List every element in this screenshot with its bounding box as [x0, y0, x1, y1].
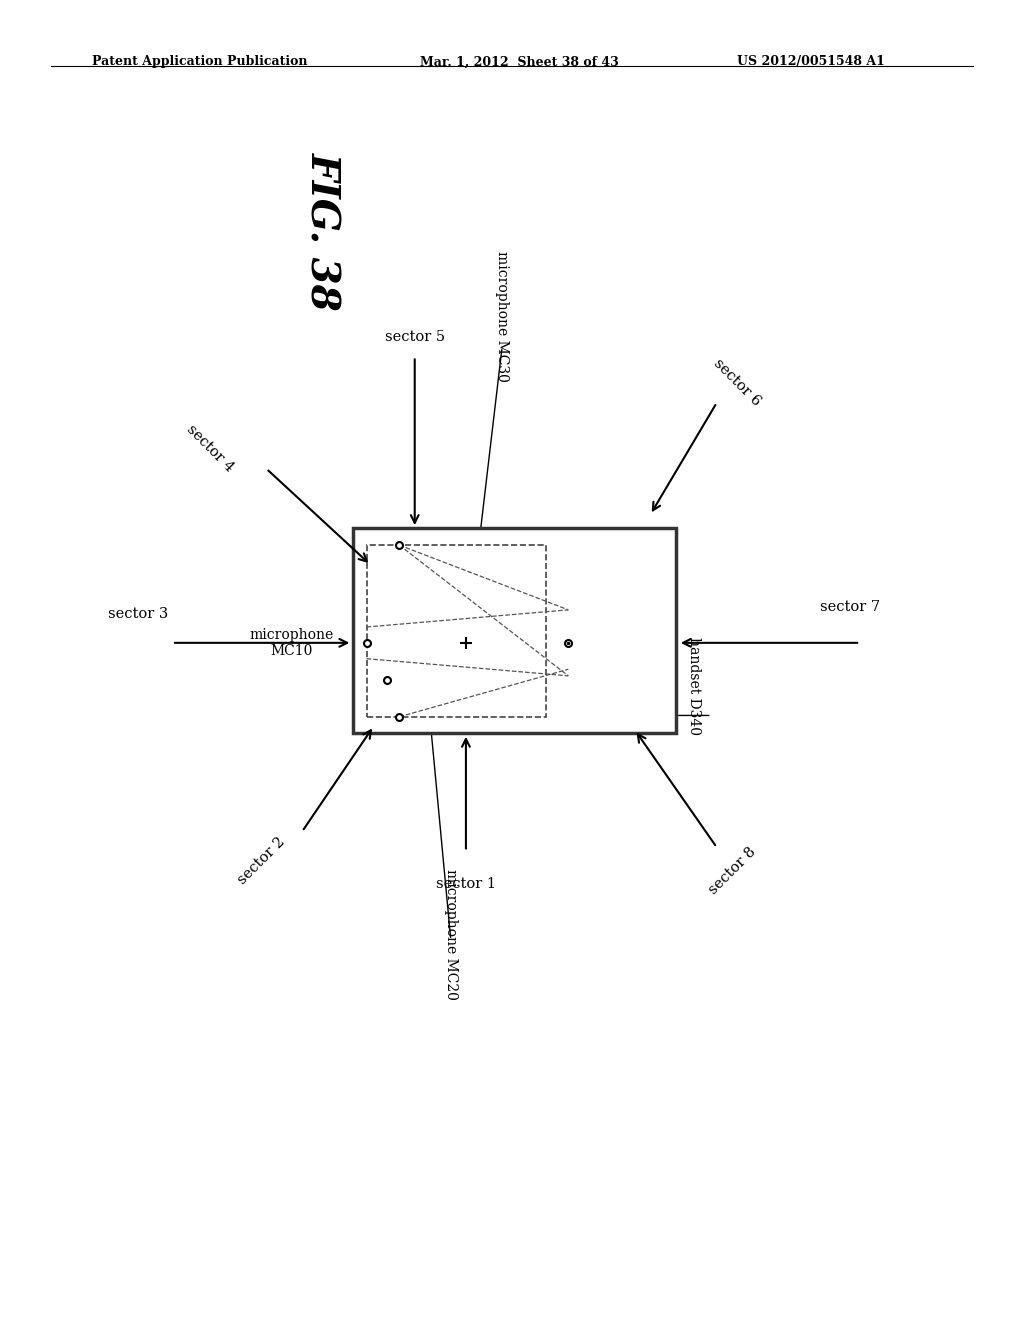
- Text: sector 5: sector 5: [385, 330, 444, 343]
- Text: microphone
MC40: microphone MC40: [591, 672, 675, 701]
- Text: handset D340: handset D340: [687, 638, 701, 735]
- Text: microphone
MC10: microphone MC10: [250, 628, 334, 657]
- Bar: [367, 545, 546, 717]
- Text: microphone MC20: microphone MC20: [443, 869, 458, 1001]
- Text: Mar. 1, 2012  Sheet 38 of 43: Mar. 1, 2012 Sheet 38 of 43: [420, 55, 618, 69]
- Text: sector 7: sector 7: [820, 601, 880, 614]
- Text: sector 2: sector 2: [234, 834, 288, 887]
- Text: sector 4: sector 4: [183, 422, 237, 475]
- Text: sector 8: sector 8: [706, 845, 759, 898]
- Text: sector 3: sector 3: [109, 607, 168, 620]
- Text: US 2012/0051548 A1: US 2012/0051548 A1: [737, 55, 885, 69]
- Text: Patent Application Publication: Patent Application Publication: [92, 55, 307, 69]
- Text: microphone MC30: microphone MC30: [495, 251, 509, 383]
- Text: FIG. 38: FIG. 38: [303, 152, 342, 310]
- Text: sector 6: sector 6: [711, 356, 764, 409]
- Bar: [353, 528, 676, 733]
- Text: sector 1: sector 1: [436, 878, 496, 891]
